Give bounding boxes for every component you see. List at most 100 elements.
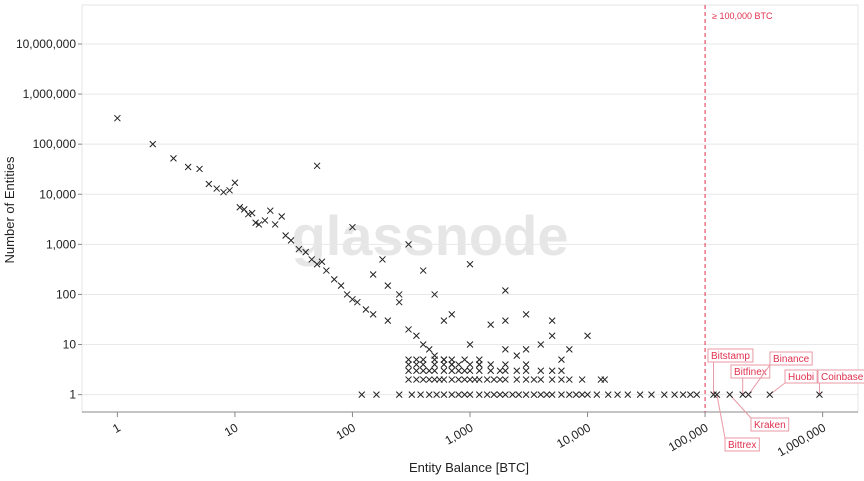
data-point bbox=[578, 376, 586, 383]
data-point bbox=[295, 245, 303, 253]
data-point bbox=[405, 240, 412, 248]
data-point bbox=[349, 223, 356, 231]
data-point bbox=[502, 287, 509, 294]
data-point bbox=[565, 376, 573, 383]
data-point bbox=[313, 162, 321, 170]
data-point bbox=[558, 376, 565, 383]
data-point bbox=[490, 391, 498, 398]
data-point bbox=[455, 376, 462, 383]
data-point bbox=[548, 317, 556, 324]
data-point bbox=[496, 376, 504, 383]
data-point bbox=[475, 361, 483, 368]
data-point bbox=[475, 391, 483, 398]
data-point bbox=[604, 391, 612, 398]
data-point bbox=[395, 391, 403, 398]
data-point bbox=[440, 361, 448, 368]
x-tick-label: 100 bbox=[334, 420, 359, 442]
data-point bbox=[522, 361, 530, 368]
data-point bbox=[318, 258, 326, 266]
label-box bbox=[724, 437, 760, 452]
x-tick-label: 100,000 bbox=[666, 420, 711, 454]
data-point bbox=[502, 346, 509, 353]
data-point bbox=[405, 326, 412, 333]
data-point bbox=[369, 311, 377, 318]
data-point bbox=[362, 306, 370, 313]
data-point bbox=[170, 155, 177, 162]
data-point bbox=[308, 256, 316, 263]
data-point bbox=[461, 367, 468, 375]
data-point bbox=[448, 367, 456, 375]
data-point bbox=[425, 376, 433, 383]
data-point bbox=[405, 361, 412, 368]
x-tick-label: 10 bbox=[222, 420, 241, 439]
data-point bbox=[466, 361, 474, 368]
data-point bbox=[408, 391, 416, 398]
exchange-label: Binance bbox=[773, 354, 810, 365]
x-tick-label: 10,000 bbox=[554, 420, 593, 451]
data-point bbox=[693, 391, 701, 398]
exchange-annotation: Binance bbox=[745, 351, 813, 398]
data-point bbox=[417, 391, 424, 398]
data-point bbox=[487, 321, 495, 328]
y-tick-label: 1,000,000 bbox=[23, 87, 77, 101]
exchange-label: Bittrex bbox=[728, 440, 756, 451]
data-point bbox=[537, 391, 545, 398]
data-point bbox=[558, 356, 565, 363]
data-point bbox=[483, 376, 491, 383]
data-point bbox=[302, 248, 310, 256]
data-point bbox=[548, 332, 556, 340]
x-tick-label: 1 bbox=[110, 420, 123, 436]
label-box bbox=[769, 351, 813, 366]
data-point bbox=[395, 291, 403, 298]
data-point bbox=[558, 367, 565, 375]
data-point bbox=[490, 376, 498, 383]
data-point bbox=[419, 376, 427, 383]
data-point bbox=[248, 209, 256, 217]
exchange-annotation: Kraken bbox=[726, 391, 790, 432]
data-point bbox=[440, 376, 448, 383]
data-point bbox=[483, 391, 491, 398]
label-box bbox=[750, 417, 790, 432]
data-point bbox=[522, 376, 530, 383]
threshold-label: ≥ 100,000 BTC bbox=[712, 11, 773, 21]
data-point bbox=[425, 367, 433, 375]
label-box bbox=[707, 348, 754, 363]
data-point bbox=[487, 367, 495, 375]
y-tick-label: 100 bbox=[56, 287, 76, 301]
data-point bbox=[466, 391, 474, 398]
data-point bbox=[593, 391, 601, 398]
data-point bbox=[448, 391, 456, 398]
data-point bbox=[475, 356, 483, 363]
data-point bbox=[466, 260, 474, 268]
exchange-label: Bitfinex bbox=[734, 367, 767, 378]
data-point bbox=[502, 361, 509, 368]
data-point bbox=[349, 295, 356, 303]
data-point bbox=[584, 332, 591, 340]
data-point bbox=[513, 367, 521, 375]
data-point bbox=[687, 391, 694, 398]
exchange-label: Bitstamp bbox=[711, 351, 750, 362]
data-point bbox=[379, 256, 386, 263]
data-point bbox=[601, 376, 609, 383]
data-point bbox=[149, 140, 157, 148]
label-box bbox=[730, 364, 771, 379]
data-point bbox=[114, 114, 121, 122]
exchange-annotation: Bittrex bbox=[713, 391, 760, 452]
data-point bbox=[431, 367, 438, 375]
exchange-label: Coinbase bbox=[821, 372, 864, 383]
data-point bbox=[244, 210, 252, 218]
data-point bbox=[419, 356, 427, 363]
data-point bbox=[323, 267, 330, 274]
data-point bbox=[496, 391, 504, 398]
data-point bbox=[282, 232, 289, 239]
data-point bbox=[679, 391, 687, 398]
label-box bbox=[784, 369, 818, 384]
data-point bbox=[648, 391, 655, 398]
x-axis-title: Entity Balance [BTC] bbox=[409, 460, 529, 475]
data-point bbox=[226, 186, 233, 194]
data-point bbox=[419, 267, 427, 274]
data-point bbox=[425, 346, 433, 353]
leader-line bbox=[748, 364, 771, 395]
data-point bbox=[726, 391, 734, 398]
